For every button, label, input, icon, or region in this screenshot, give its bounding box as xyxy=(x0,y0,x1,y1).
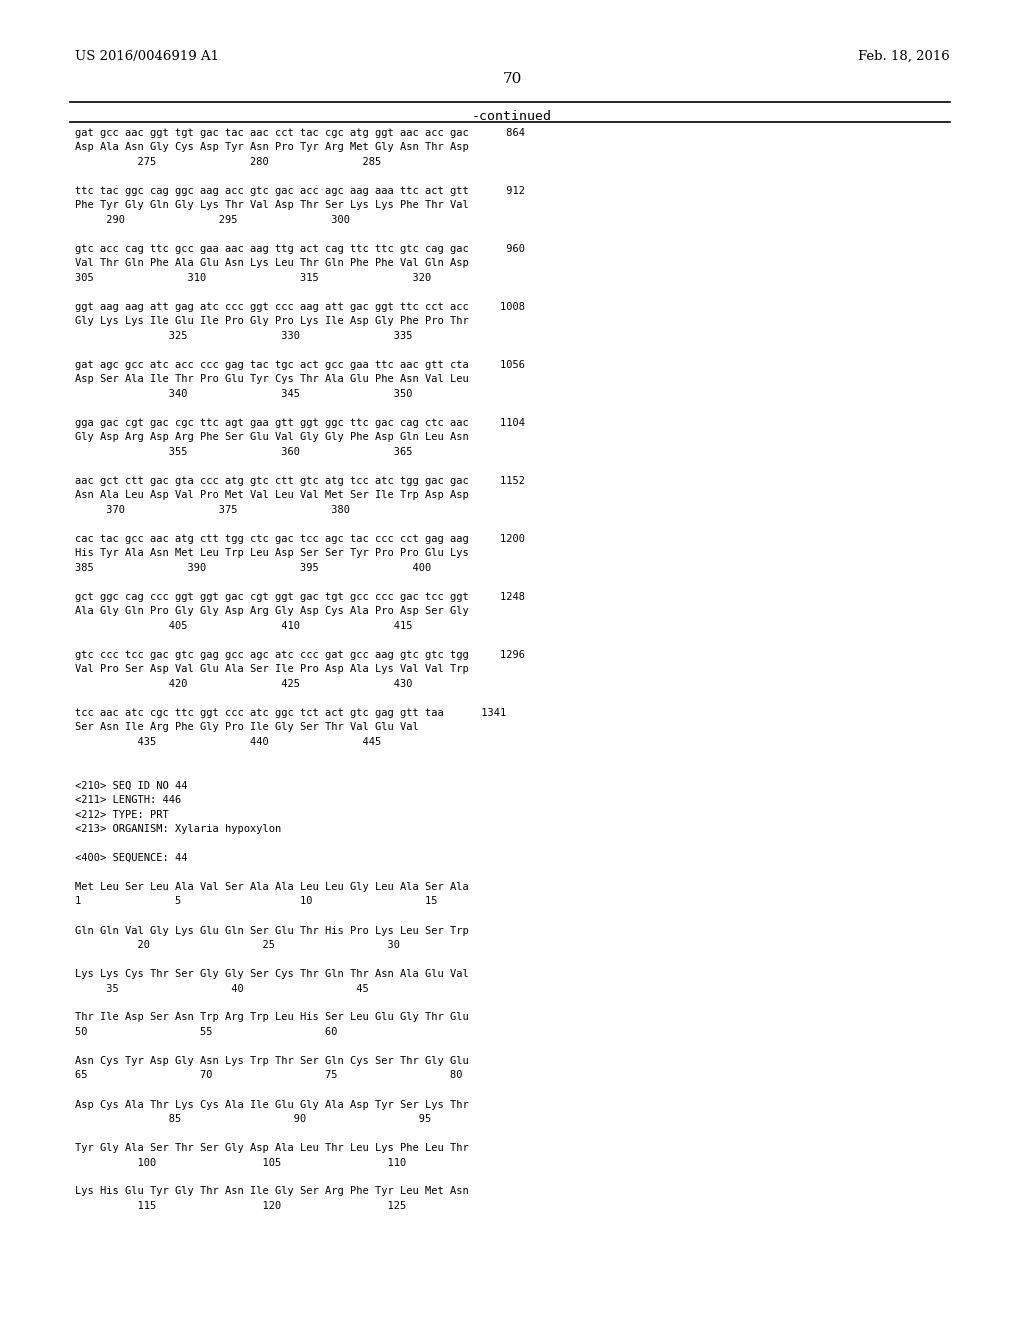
Text: Met Leu Ser Leu Ala Val Ser Ala Ala Leu Leu Gly Leu Ala Ser Ala: Met Leu Ser Leu Ala Val Ser Ala Ala Leu … xyxy=(75,882,469,892)
Text: <213> ORGANISM: Xylaria hypoxylon: <213> ORGANISM: Xylaria hypoxylon xyxy=(75,824,282,834)
Text: Gly Asp Arg Asp Arg Phe Ser Glu Val Gly Gly Phe Asp Gln Leu Asn: Gly Asp Arg Asp Arg Phe Ser Glu Val Gly … xyxy=(75,433,469,442)
Text: 340               345               350: 340 345 350 xyxy=(75,389,413,399)
Text: Val Pro Ser Asp Val Glu Ala Ser Ile Pro Asp Ala Lys Val Val Trp: Val Pro Ser Asp Val Glu Ala Ser Ile Pro … xyxy=(75,664,469,675)
Text: His Tyr Ala Asn Met Leu Trp Leu Asp Ser Ser Tyr Pro Pro Glu Lys: His Tyr Ala Asn Met Leu Trp Leu Asp Ser … xyxy=(75,549,469,558)
Text: Ser Asn Ile Arg Phe Gly Pro Ile Gly Ser Thr Val Glu Val: Ser Asn Ile Arg Phe Gly Pro Ile Gly Ser … xyxy=(75,722,419,733)
Text: -continued: -continued xyxy=(472,110,552,123)
Text: Asn Cys Tyr Asp Gly Asn Lys Trp Thr Ser Gln Cys Ser Thr Gly Glu: Asn Cys Tyr Asp Gly Asn Lys Trp Thr Ser … xyxy=(75,1056,469,1067)
Text: <210> SEQ ID NO 44: <210> SEQ ID NO 44 xyxy=(75,780,187,791)
Text: 405               410               415: 405 410 415 xyxy=(75,620,413,631)
Text: Asp Ser Ala Ile Thr Pro Glu Tyr Cys Thr Ala Glu Phe Asn Val Leu: Asp Ser Ala Ile Thr Pro Glu Tyr Cys Thr … xyxy=(75,375,469,384)
Text: aac gct ctt gac gta ccc atg gtc ctt gtc atg tcc atc tgg gac gac     1152: aac gct ctt gac gta ccc atg gtc ctt gtc … xyxy=(75,477,525,486)
Text: 385               390               395               400: 385 390 395 400 xyxy=(75,564,431,573)
Text: Val Thr Gln Phe Ala Glu Asn Lys Leu Thr Gln Phe Phe Val Gln Asp: Val Thr Gln Phe Ala Glu Asn Lys Leu Thr … xyxy=(75,259,469,268)
Text: Tyr Gly Ala Ser Thr Ser Gly Asp Ala Leu Thr Leu Lys Phe Leu Thr: Tyr Gly Ala Ser Thr Ser Gly Asp Ala Leu … xyxy=(75,1143,469,1152)
Text: Gln Gln Val Gly Lys Glu Gln Ser Glu Thr His Pro Lys Leu Ser Trp: Gln Gln Val Gly Lys Glu Gln Ser Glu Thr … xyxy=(75,925,469,936)
Text: Ala Gly Gln Pro Gly Gly Asp Arg Gly Asp Cys Ala Pro Asp Ser Gly: Ala Gly Gln Pro Gly Gly Asp Arg Gly Asp … xyxy=(75,606,469,616)
Text: gga gac cgt gac cgc ttc agt gaa gtt ggt ggc ttc gac cag ctc aac     1104: gga gac cgt gac cgc ttc agt gaa gtt ggt … xyxy=(75,418,525,428)
Text: 85                  90                  95: 85 90 95 xyxy=(75,1114,431,1125)
Text: gat agc gcc atc acc ccc gag tac tgc act gcc gaa ttc aac gtt cta     1056: gat agc gcc atc acc ccc gag tac tgc act … xyxy=(75,360,525,370)
Text: gtc acc cag ttc gcc gaa aac aag ttg act cag ttc ttc gtc cag gac      960: gtc acc cag ttc gcc gaa aac aag ttg act … xyxy=(75,244,525,253)
Text: 50                  55                  60: 50 55 60 xyxy=(75,1027,338,1038)
Text: cac tac gcc aac atg ctt tgg ctc gac tcc agc tac ccc cct gag aag     1200: cac tac gcc aac atg ctt tgg ctc gac tcc … xyxy=(75,535,525,544)
Text: <212> TYPE: PRT: <212> TYPE: PRT xyxy=(75,809,169,820)
Text: ttc tac ggc cag ggc aag acc gtc gac acc agc aag aaa ttc act gtt      912: ttc tac ggc cag ggc aag acc gtc gac acc … xyxy=(75,186,525,195)
Text: 435               440               445: 435 440 445 xyxy=(75,737,381,747)
Text: ggt aag aag att gag atc ccc ggt ccc aag att gac ggt ttc cct acc     1008: ggt aag aag att gag atc ccc ggt ccc aag … xyxy=(75,302,525,312)
Text: Asp Ala Asn Gly Cys Asp Tyr Asn Pro Tyr Arg Met Gly Asn Thr Asp: Asp Ala Asn Gly Cys Asp Tyr Asn Pro Tyr … xyxy=(75,143,469,153)
Text: <211> LENGTH: 446: <211> LENGTH: 446 xyxy=(75,795,181,805)
Text: 370               375               380: 370 375 380 xyxy=(75,506,350,515)
Text: 70: 70 xyxy=(503,73,521,86)
Text: 65                  70                  75                  80: 65 70 75 80 xyxy=(75,1071,463,1081)
Text: 325               330               335: 325 330 335 xyxy=(75,331,413,341)
Text: 420               425               430: 420 425 430 xyxy=(75,678,413,689)
Text: Asp Cys Ala Thr Lys Cys Ala Ile Glu Gly Ala Asp Tyr Ser Lys Thr: Asp Cys Ala Thr Lys Cys Ala Ile Glu Gly … xyxy=(75,1100,469,1110)
Text: tcc aac atc cgc ttc ggt ccc atc ggc tct act gtc gag gtt taa      1341: tcc aac atc cgc ttc ggt ccc atc ggc tct … xyxy=(75,708,506,718)
Text: 275               280               285: 275 280 285 xyxy=(75,157,381,168)
Text: US 2016/0046919 A1: US 2016/0046919 A1 xyxy=(75,50,219,63)
Text: Gly Lys Lys Ile Glu Ile Pro Gly Pro Lys Ile Asp Gly Phe Pro Thr: Gly Lys Lys Ile Glu Ile Pro Gly Pro Lys … xyxy=(75,317,469,326)
Text: gct ggc cag ccc ggt ggt gac cgt ggt gac tgt gcc ccc gac tcc ggt     1248: gct ggc cag ccc ggt ggt gac cgt ggt gac … xyxy=(75,591,525,602)
Text: Lys Lys Cys Thr Ser Gly Gly Ser Cys Thr Gln Thr Asn Ala Glu Val: Lys Lys Cys Thr Ser Gly Gly Ser Cys Thr … xyxy=(75,969,469,979)
Text: 35                  40                  45: 35 40 45 xyxy=(75,983,369,994)
Text: gat gcc aac ggt tgt gac tac aac cct tac cgc atg ggt aac acc gac      864: gat gcc aac ggt tgt gac tac aac cct tac … xyxy=(75,128,525,139)
Text: 20                  25                  30: 20 25 30 xyxy=(75,940,400,950)
Text: 115                 120                 125: 115 120 125 xyxy=(75,1201,407,1210)
Text: Asn Ala Leu Asp Val Pro Met Val Leu Val Met Ser Ile Trp Asp Asp: Asn Ala Leu Asp Val Pro Met Val Leu Val … xyxy=(75,491,469,500)
Text: Feb. 18, 2016: Feb. 18, 2016 xyxy=(858,50,950,63)
Text: 100                 105                 110: 100 105 110 xyxy=(75,1158,407,1167)
Text: gtc ccc tcc gac gtc gag gcc agc atc ccc gat gcc aag gtc gtc tgg     1296: gtc ccc tcc gac gtc gag gcc agc atc ccc … xyxy=(75,649,525,660)
Text: 305               310               315               320: 305 310 315 320 xyxy=(75,273,431,282)
Text: Phe Tyr Gly Gln Gly Lys Thr Val Asp Thr Ser Lys Lys Phe Thr Val: Phe Tyr Gly Gln Gly Lys Thr Val Asp Thr … xyxy=(75,201,469,210)
Text: Thr Ile Asp Ser Asn Trp Arg Trp Leu His Ser Leu Glu Gly Thr Glu: Thr Ile Asp Ser Asn Trp Arg Trp Leu His … xyxy=(75,1012,469,1023)
Text: 355               360               365: 355 360 365 xyxy=(75,447,413,457)
Text: <400> SEQUENCE: 44: <400> SEQUENCE: 44 xyxy=(75,853,187,863)
Text: 290               295               300: 290 295 300 xyxy=(75,215,350,224)
Text: Lys His Glu Tyr Gly Thr Asn Ile Gly Ser Arg Phe Tyr Leu Met Asn: Lys His Glu Tyr Gly Thr Asn Ile Gly Ser … xyxy=(75,1187,469,1196)
Text: 1               5                   10                  15: 1 5 10 15 xyxy=(75,896,437,907)
